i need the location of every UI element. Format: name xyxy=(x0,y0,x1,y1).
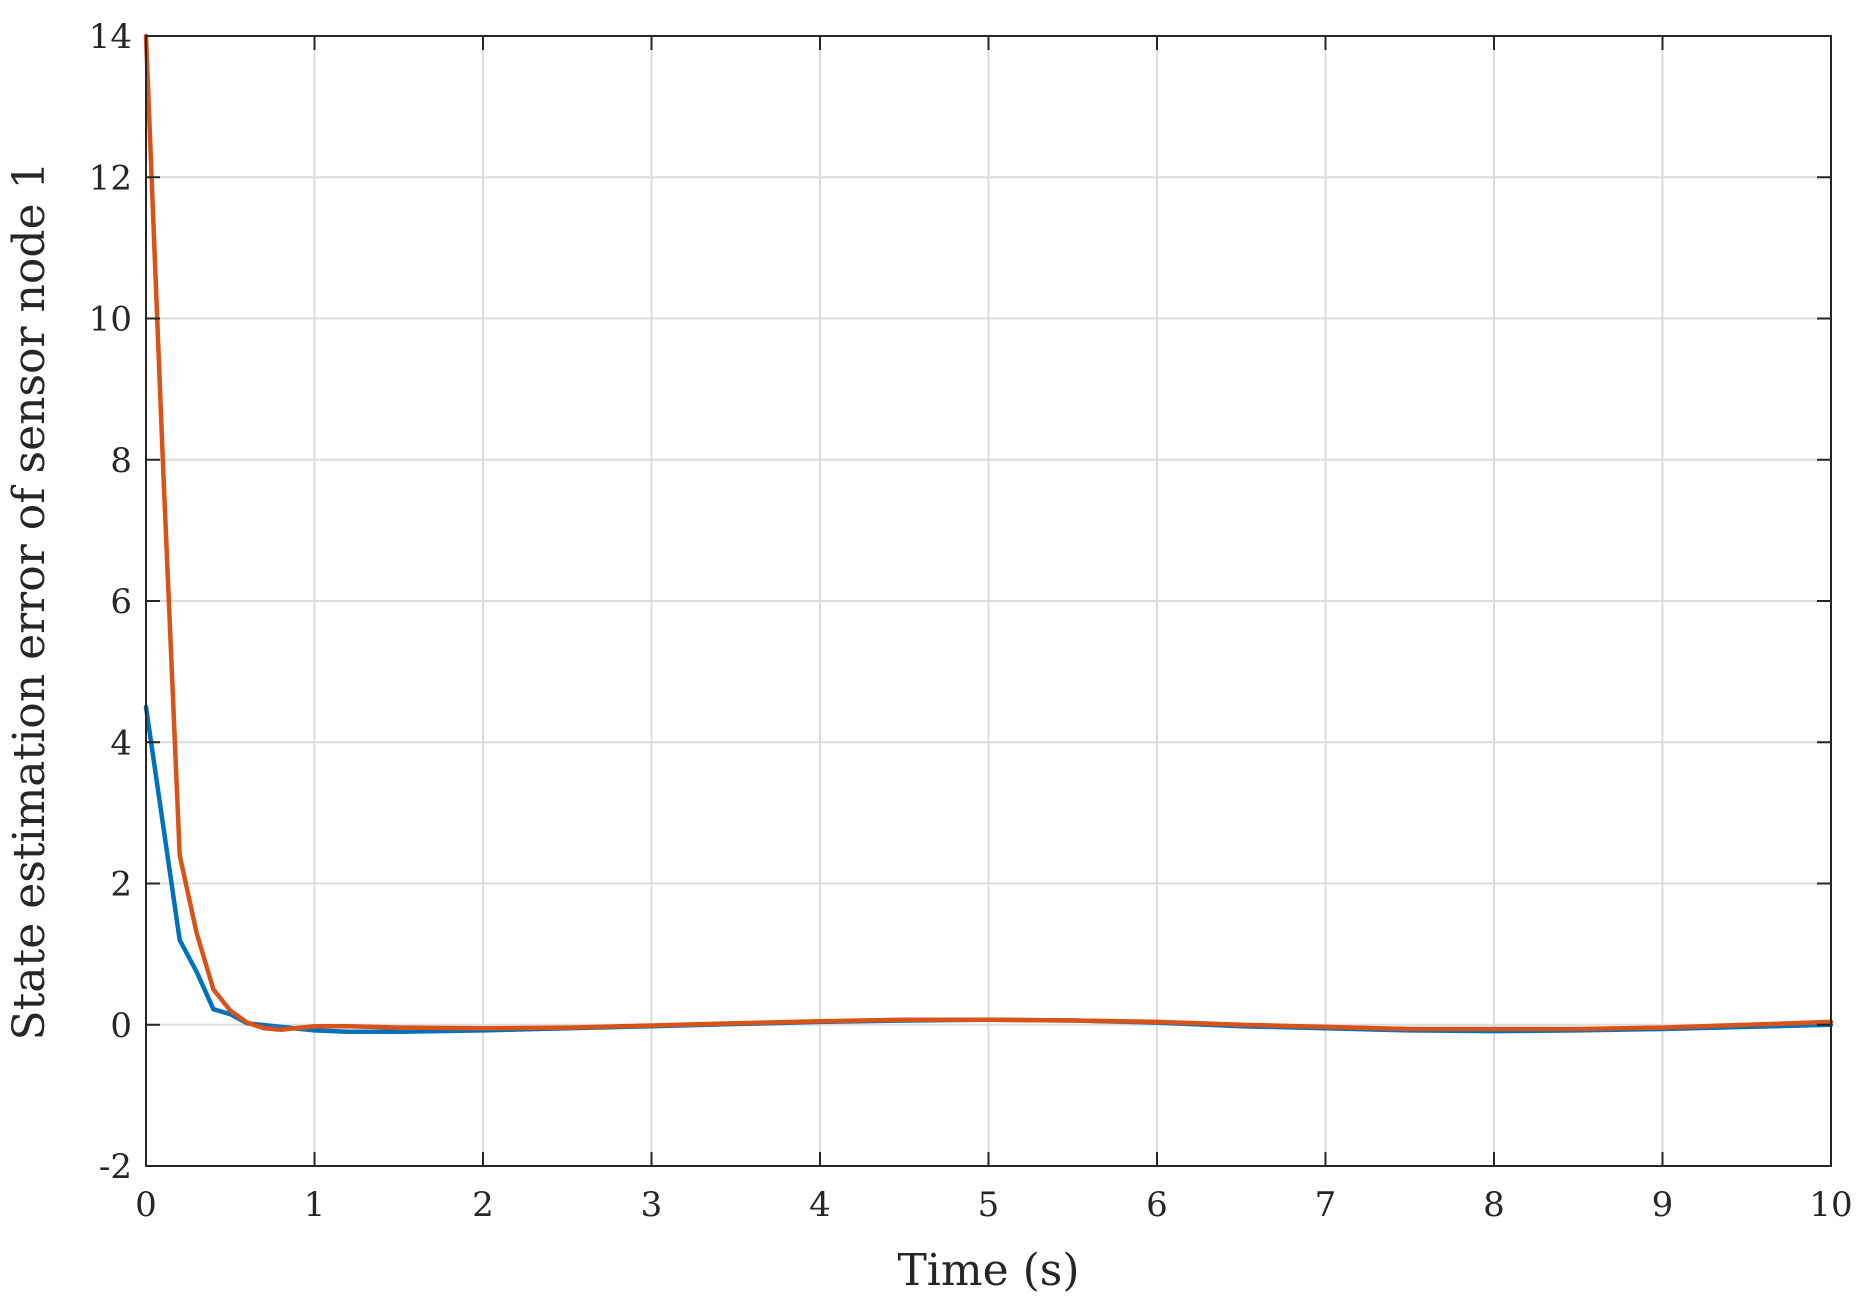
y-tick-label: 2 xyxy=(110,865,132,905)
x-tick-label: 6 xyxy=(1146,1185,1168,1225)
y-tick-label: 14 xyxy=(89,17,132,57)
x-tick-label: 4 xyxy=(809,1185,831,1225)
axis-ticks xyxy=(145,35,1832,1167)
y-tick-label: 10 xyxy=(89,300,132,340)
y-tick-label: 8 xyxy=(110,441,132,481)
x-tick-label: 3 xyxy=(641,1185,663,1225)
y-tick-label: -2 xyxy=(99,1147,132,1187)
x-axis-label: Time (s) xyxy=(897,1245,1079,1296)
x-tick-label: 0 xyxy=(135,1185,157,1225)
x-tick-label: 10 xyxy=(1809,1185,1852,1225)
y-tick-label: 4 xyxy=(110,723,132,763)
x-tick-label: 5 xyxy=(978,1185,1000,1225)
series-lines xyxy=(143,33,1834,1035)
x-tick-label: 7 xyxy=(1315,1185,1337,1225)
x-tick-label: 1 xyxy=(304,1185,326,1225)
y-tick-label: 6 xyxy=(110,582,132,622)
y-tick-label: 0 xyxy=(110,1006,132,1046)
y-tick-label: 12 xyxy=(89,158,132,198)
y-axis-label: State estimation error of sensor node 1 xyxy=(4,161,55,1040)
x-tick-label: 9 xyxy=(1652,1185,1674,1225)
series-line-2 xyxy=(143,33,1834,1032)
x-tick-label: 2 xyxy=(472,1185,494,1225)
x-tick-label: 8 xyxy=(1483,1185,1505,1225)
